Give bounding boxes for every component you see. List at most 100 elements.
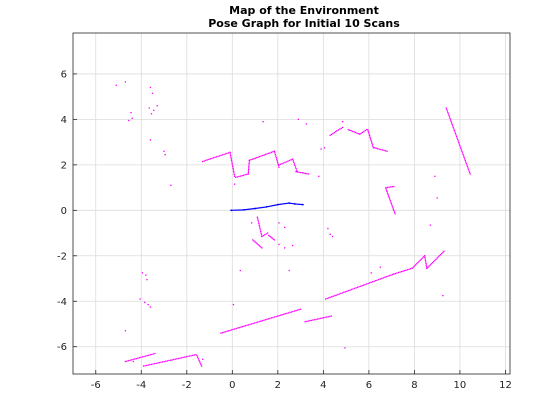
scan-point: [353, 131, 355, 133]
scan-point: [152, 353, 155, 355]
scan-point: [450, 122, 453, 124]
scan-point: [386, 150, 388, 152]
scan-point: [155, 362, 157, 365]
scan-point: [347, 128, 350, 131]
scan-point: [291, 244, 294, 247]
pose-trajectory: [231, 202, 303, 211]
scan-point: [304, 172, 307, 175]
scan-point: [420, 258, 422, 260]
scan-point: [394, 272, 397, 275]
scan-point: [147, 303, 149, 306]
scan-point: [246, 324, 248, 327]
scan-point: [430, 262, 433, 265]
scan-point: [267, 234, 270, 237]
scan-point: [169, 359, 172, 361]
scan-point: [220, 154, 222, 157]
scan-point: [318, 317, 320, 320]
scan-point: [269, 152, 271, 154]
scan-point: [390, 274, 392, 276]
scan-point: [257, 219, 259, 222]
scan-point: [149, 139, 152, 141]
scan-point: [273, 150, 276, 152]
pose-node: [242, 208, 245, 211]
scan-point: [368, 133, 370, 135]
scan-point: [391, 273, 394, 276]
scan-point: [260, 234, 263, 236]
scan-point: [361, 284, 363, 287]
scan-point: [141, 356, 144, 358]
scan-point: [235, 327, 238, 330]
scan-point: [281, 313, 283, 316]
scan-point: [406, 268, 409, 271]
scan-point: [425, 264, 428, 266]
scan-point: [248, 161, 251, 163]
scan-point: [403, 269, 406, 272]
scan-point: [380, 148, 382, 151]
scan-point: [272, 151, 274, 153]
scan-point: [356, 286, 359, 289]
scan-point: [265, 233, 267, 235]
scan-point: [272, 316, 274, 319]
scan-point: [327, 297, 330, 299]
scan-point: [461, 152, 464, 154]
scan-point: [274, 152, 276, 154]
scan-point: [269, 235, 271, 237]
scan-point: [223, 153, 225, 156]
scan-point: [287, 160, 289, 162]
scan-point: [388, 186, 390, 188]
scan-point: [164, 153, 166, 156]
scan-point: [438, 255, 441, 257]
scan-point: [344, 347, 346, 349]
scan-point: [245, 173, 248, 176]
scan-point: [232, 170, 235, 173]
scan-point: [364, 283, 366, 286]
scan-point: [467, 168, 470, 171]
scan-point: [374, 279, 377, 282]
scan-point: [156, 105, 158, 107]
scan-point: [369, 136, 371, 138]
scan-point: [154, 352, 156, 355]
scan-point: [425, 265, 428, 268]
scan-point: [333, 294, 336, 297]
scan-point: [261, 235, 263, 238]
scan-point: [247, 173, 250, 175]
scan-point: [191, 354, 194, 357]
scan-point: [445, 107, 448, 109]
scan-point: [359, 285, 362, 287]
scan-point: [275, 155, 277, 157]
scan-point: [413, 265, 416, 267]
scan-point: [367, 131, 370, 134]
scan-point: [205, 159, 207, 162]
scan-point: [332, 295, 334, 297]
scan-point: [439, 253, 442, 256]
scan-point: [303, 172, 305, 174]
scan-point: [221, 331, 224, 334]
scan-point: [284, 313, 287, 315]
scan-point: [363, 130, 365, 133]
scan-point: [313, 318, 316, 321]
scan-point: [387, 193, 389, 196]
scan-point: [449, 119, 452, 121]
scan-point: [224, 153, 227, 155]
x-tick-label: 2: [275, 380, 281, 391]
scan-point: [264, 234, 266, 236]
scan-point: [379, 266, 382, 268]
scan-point: [387, 195, 390, 197]
scan-point: [456, 137, 458, 139]
scan-point: [369, 137, 372, 140]
scan-point: [429, 264, 432, 266]
scan-point: [296, 171, 299, 173]
scan-point: [218, 155, 221, 157]
scan-point: [452, 125, 454, 127]
scan-point: [352, 288, 354, 290]
scan-point: [316, 318, 319, 320]
scan-point: [267, 152, 270, 155]
scan-point: [341, 126, 344, 129]
scan-point: [343, 291, 345, 294]
scan-point: [324, 316, 326, 319]
scan-point: [350, 288, 353, 291]
scan-point: [437, 256, 440, 258]
scan-point: [230, 329, 233, 331]
scan-point: [232, 169, 235, 171]
